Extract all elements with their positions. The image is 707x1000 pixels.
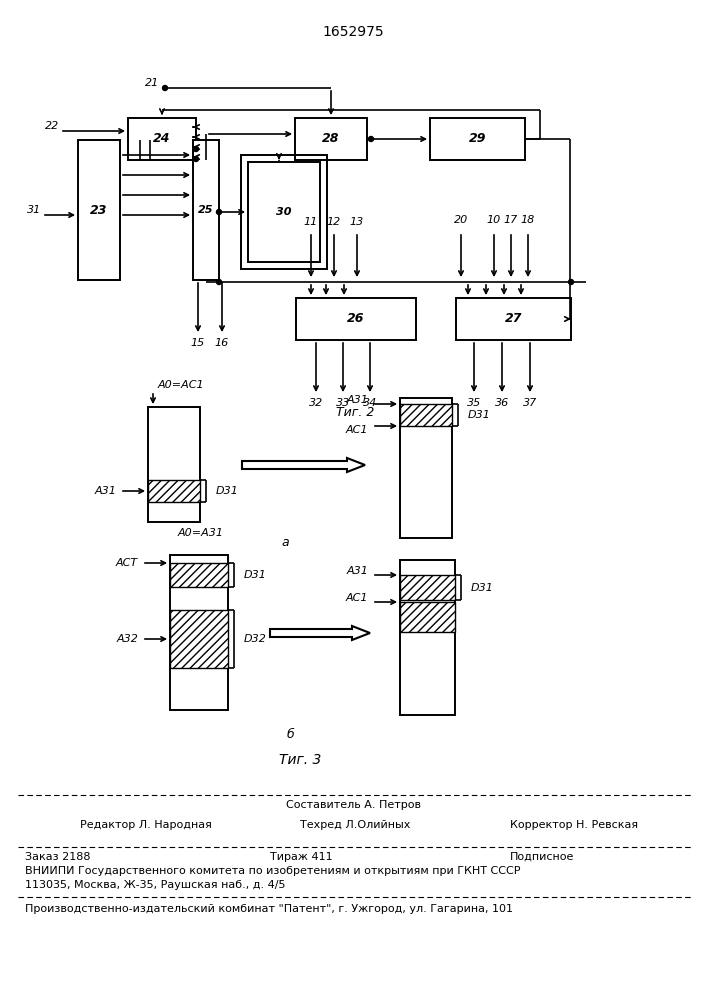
- Bar: [193, 140, 219, 280]
- Bar: [456, 298, 571, 340]
- Bar: [400, 560, 455, 715]
- Bar: [241, 155, 327, 269]
- Text: 25: 25: [198, 205, 214, 215]
- Text: 35: 35: [467, 398, 481, 408]
- Text: ВНИИПИ Государственного комитета по изобретениям и открытиям при ГКНТ СССР: ВНИИПИ Государственного комитета по изоб…: [25, 866, 520, 876]
- Text: 20: 20: [454, 215, 468, 225]
- Circle shape: [568, 279, 573, 284]
- Text: 33: 33: [336, 398, 350, 408]
- Text: Подписное: Подписное: [510, 852, 574, 862]
- Text: 37: 37: [523, 398, 537, 408]
- Text: AC1: AC1: [346, 425, 368, 435]
- Text: Τиг. 3: Τиг. 3: [279, 753, 321, 767]
- Text: 10: 10: [487, 215, 501, 225]
- Text: 24: 24: [153, 132, 171, 145]
- Bar: [148, 407, 200, 522]
- Circle shape: [163, 86, 168, 91]
- Circle shape: [194, 146, 199, 151]
- Bar: [248, 162, 320, 262]
- Bar: [400, 404, 452, 426]
- Circle shape: [368, 136, 373, 141]
- Text: 36: 36: [495, 398, 509, 408]
- Text: а: а: [281, 536, 289, 548]
- Text: 32: 32: [309, 398, 323, 408]
- Bar: [400, 602, 455, 632]
- Text: Тираж 411: Тираж 411: [270, 852, 332, 862]
- Bar: [296, 298, 416, 340]
- Text: 15: 15: [191, 338, 205, 348]
- Text: Составитель А. Петров: Составитель А. Петров: [286, 800, 421, 810]
- Text: 12: 12: [327, 217, 341, 227]
- Text: 29: 29: [469, 132, 486, 145]
- Text: A32: A32: [116, 634, 138, 644]
- Text: Производственно-издательский комбинат "Патент", г. Ужгород, ул. Гагарина, 101: Производственно-издательский комбинат "П…: [25, 904, 513, 914]
- Bar: [430, 118, 525, 160]
- Text: ACT: ACT: [116, 558, 138, 568]
- Text: 13: 13: [350, 217, 364, 227]
- Text: D31: D31: [216, 486, 239, 496]
- Text: 34: 34: [363, 398, 377, 408]
- Text: A0=A31: A0=A31: [178, 528, 224, 538]
- Text: Заказ 2188: Заказ 2188: [25, 852, 90, 862]
- Text: Корректор Н. Ревская: Корректор Н. Ревская: [510, 820, 638, 830]
- Bar: [400, 575, 455, 600]
- Text: 27: 27: [505, 312, 522, 326]
- Polygon shape: [242, 458, 365, 472]
- Circle shape: [216, 279, 221, 284]
- Text: D32: D32: [244, 634, 267, 644]
- Text: 17: 17: [504, 215, 518, 225]
- Text: D31: D31: [471, 583, 494, 593]
- Text: D31: D31: [468, 410, 491, 420]
- Bar: [295, 118, 367, 160]
- Bar: [128, 118, 196, 160]
- Text: Τиг. 2: Τиг. 2: [336, 406, 374, 418]
- Circle shape: [194, 156, 199, 161]
- Text: A31: A31: [346, 395, 368, 405]
- Text: 21: 21: [145, 78, 159, 88]
- Text: Редактор Л. Народная: Редактор Л. Народная: [80, 820, 212, 830]
- Bar: [170, 610, 228, 668]
- Text: D31: D31: [244, 570, 267, 580]
- Text: A0=AC1: A0=AC1: [158, 380, 204, 390]
- Text: 18: 18: [521, 215, 535, 225]
- Bar: [170, 555, 228, 710]
- Text: 1652975: 1652975: [322, 25, 384, 39]
- Polygon shape: [270, 626, 370, 640]
- Text: 30: 30: [276, 207, 292, 217]
- Circle shape: [216, 210, 221, 215]
- Bar: [400, 398, 452, 538]
- Text: 26: 26: [347, 312, 365, 326]
- Text: 22: 22: [45, 121, 59, 131]
- Text: AC1: AC1: [346, 593, 368, 603]
- Text: A31: A31: [94, 486, 116, 496]
- Text: 23: 23: [90, 204, 107, 217]
- Text: Техред Л.Олийных: Техред Л.Олийных: [300, 820, 410, 830]
- Text: 113035, Москва, Ж-35, Раушская наб., д. 4/5: 113035, Москва, Ж-35, Раушская наб., д. …: [25, 880, 286, 890]
- Text: 31: 31: [27, 205, 41, 215]
- Bar: [78, 140, 120, 280]
- Text: 28: 28: [322, 132, 340, 145]
- Bar: [170, 563, 228, 587]
- Text: A31: A31: [346, 566, 368, 576]
- Text: 11: 11: [304, 217, 318, 227]
- Bar: [148, 480, 200, 502]
- Text: б: б: [286, 728, 294, 742]
- Text: 16: 16: [215, 338, 229, 348]
